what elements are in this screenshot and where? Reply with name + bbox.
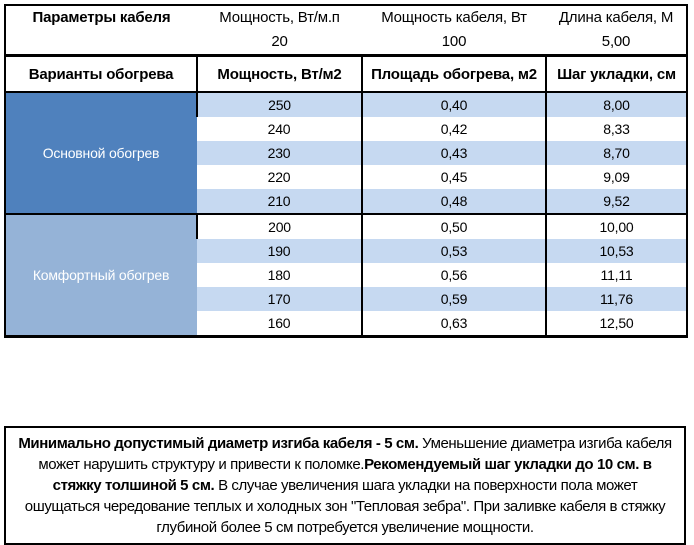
table-row: Комфортный обогрев 200 0,50 10,00 xyxy=(5,213,687,337)
cell-area: 0,56 xyxy=(361,263,546,287)
cell-step: 8,00 xyxy=(545,92,687,117)
cell-area: 0,59 xyxy=(361,287,546,311)
table-row: 170 0,59 11,76 xyxy=(5,287,687,311)
cell-area: 0,48 xyxy=(361,189,546,214)
cell-step: 8,70 xyxy=(545,141,687,165)
cell-area: 0,43 xyxy=(361,141,546,165)
cable-param-length: Длина кабеля, М 5,00 xyxy=(546,5,687,56)
cell-step: 11,11 xyxy=(545,263,687,287)
cable-params-row: Параметры кабеля Мощность, Вт/м.п 20 Мощ… xyxy=(5,5,687,56)
cell-area: 0,42 xyxy=(361,117,546,141)
param-value: 20 xyxy=(271,33,288,50)
table-row: 240 0,42 8,33 xyxy=(5,117,687,141)
cable-param-power-per-m: Мощность, Вт/м.п 20 xyxy=(197,5,362,56)
cell-area: 0,45 xyxy=(361,165,546,189)
cell-step: 10,00 xyxy=(545,213,687,239)
header-variants: Варианты обогрева xyxy=(5,54,197,93)
note-segment-bold: Рекомендуемый шаг укладки до 10 см. в ст… xyxy=(52,456,652,494)
param-label: Длина кабеля, М xyxy=(558,9,674,26)
cell-area: 0,40 xyxy=(361,92,546,117)
table-row: 220 0,45 9,09 xyxy=(5,165,687,189)
table-row: 230 0,43 8,70 xyxy=(5,141,687,165)
header-power: Мощность, Вт/м2 xyxy=(196,54,362,93)
param-value: 100 xyxy=(441,33,467,50)
table-header-row: Варианты обогрева Мощность, Вт/м2 Площад… xyxy=(5,54,687,93)
cell-power: 180 xyxy=(197,263,362,287)
header-area: Площадь обогрева, м2 xyxy=(361,54,546,93)
cell-power: 250 xyxy=(196,92,362,117)
cell-power: 190 xyxy=(197,239,362,263)
cell-power: 200 xyxy=(196,213,362,239)
param-label: Мощность, Вт/м.п xyxy=(219,9,340,26)
header-step: Шаг укладки, см xyxy=(545,54,687,93)
cell-power: 240 xyxy=(197,117,362,141)
cell-step: 8,33 xyxy=(545,117,687,141)
table-row: 190 0,53 10,53 xyxy=(5,239,687,263)
cell-power: 170 xyxy=(197,287,362,311)
heating-parameters-table: Параметры кабеля Мощность, Вт/м.п 20 Мощ… xyxy=(4,4,688,338)
table-row: Основной обогрев 250 0,40 8,00 xyxy=(5,92,687,214)
group-label-main-heating: Основной обогрев xyxy=(5,92,197,214)
cell-step: 11,76 xyxy=(545,287,687,311)
cable-param-cable-power: Мощность кабеля, Вт 100 xyxy=(362,5,546,56)
table-row: 210 0,48 9,52 xyxy=(5,189,687,214)
cell-step: 12,50 xyxy=(545,311,687,337)
note-segment: В случае увеличения шага укладки на пове… xyxy=(24,477,666,536)
param-label: Мощность кабеля, Вт xyxy=(381,9,527,26)
cable-params-title-cell: Параметры кабеля xyxy=(5,5,197,56)
note-segment: Уменьшение диаметра изгиба кабеля может … xyxy=(38,435,672,473)
cell-area: 0,53 xyxy=(361,239,546,263)
cell-power: 220 xyxy=(197,165,362,189)
cell-step: 9,52 xyxy=(545,189,687,214)
installation-note: Минимально допустимый диаметр изгиба каб… xyxy=(4,426,686,545)
table-row: 180 0,56 11,11 xyxy=(5,263,687,287)
cable-spec-sheet: Параметры кабеля Мощность, Вт/м.п 20 Мощ… xyxy=(4,4,688,338)
param-value: 5,00 xyxy=(601,33,631,50)
table-row: 160 0,63 12,50 xyxy=(5,311,687,337)
note-segment-bold: Минимально допустимый диаметр изгиба каб… xyxy=(18,435,419,452)
cell-power: 230 xyxy=(197,141,362,165)
cell-step: 9,09 xyxy=(545,165,687,189)
cell-area: 0,63 xyxy=(361,311,546,337)
cable-params-title: Параметры кабеля xyxy=(32,9,171,26)
cell-power: 210 xyxy=(197,189,362,214)
cell-power: 160 xyxy=(197,311,362,337)
group-label-comfort-heating: Комфортный обогрев xyxy=(5,213,197,337)
cell-area: 0,50 xyxy=(361,213,546,239)
cell-step: 10,53 xyxy=(545,239,687,263)
